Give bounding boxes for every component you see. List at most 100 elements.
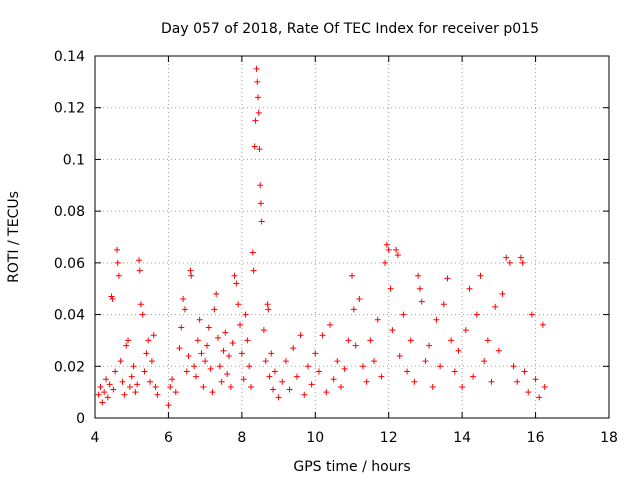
data-point	[462, 327, 469, 334]
data-point	[169, 376, 176, 383]
x-tick-label: 8	[237, 430, 246, 446]
data-point	[382, 259, 389, 266]
data-point	[393, 246, 400, 253]
data-point	[109, 296, 116, 303]
data-point	[315, 368, 322, 375]
data-point	[152, 383, 159, 390]
data-point	[103, 376, 110, 383]
data-point	[148, 358, 155, 365]
chart-title: Day 057 of 2018, Rate Of TEC Index for r…	[161, 21, 539, 37]
data-point	[532, 376, 539, 383]
grid-lines	[95, 56, 609, 418]
data-point	[237, 321, 244, 328]
data-point	[337, 383, 344, 390]
data-point	[297, 332, 304, 339]
data-point	[304, 363, 311, 370]
data-point	[312, 350, 319, 357]
data-point	[154, 391, 161, 398]
x-axis: 4 6 8 10 12 14 16 18	[91, 56, 618, 446]
data-point	[191, 363, 198, 370]
data-point	[416, 285, 423, 292]
data-point	[185, 352, 192, 359]
data-point	[216, 363, 223, 370]
data-point	[209, 389, 216, 396]
data-point	[114, 246, 121, 253]
data-point	[194, 337, 201, 344]
data-point	[290, 345, 297, 352]
y-tick-label: 0.08	[54, 204, 85, 220]
data-point	[188, 272, 195, 279]
data-point	[222, 329, 229, 336]
data-point	[470, 373, 477, 380]
data-point	[378, 373, 385, 380]
data-point	[226, 352, 233, 359]
data-point	[394, 252, 401, 259]
data-point	[115, 272, 122, 279]
plot-frame	[94, 55, 610, 419]
data-point	[387, 285, 394, 292]
data-point	[104, 394, 111, 401]
data-point	[286, 386, 293, 393]
data-point	[492, 303, 499, 310]
data-point	[257, 182, 264, 189]
data-point	[519, 259, 526, 266]
data-point	[415, 272, 422, 279]
x-axis-label: GPS time / hours	[293, 459, 410, 475]
data-point	[132, 389, 139, 396]
data-point	[147, 378, 154, 385]
data-point	[101, 389, 108, 396]
data-point	[251, 143, 258, 150]
data-point	[459, 383, 466, 390]
data-point	[143, 350, 150, 357]
data-point	[334, 358, 341, 365]
x-tick-label: 14	[453, 430, 471, 446]
data-point	[371, 358, 378, 365]
data-point	[385, 246, 392, 253]
data-point	[214, 334, 221, 341]
data-point	[499, 290, 506, 297]
y-tick-label: 0.04	[54, 308, 85, 324]
data-point	[145, 337, 152, 344]
data-point	[418, 298, 425, 305]
data-point	[250, 267, 257, 274]
data-point	[203, 342, 210, 349]
data-point	[137, 301, 144, 308]
data-point	[411, 378, 418, 385]
x-tick-label: 10	[306, 430, 324, 446]
data-point	[246, 363, 253, 370]
data-point	[466, 285, 473, 292]
data-point	[422, 358, 429, 365]
data-point	[117, 358, 124, 365]
y-tick-label: 0	[76, 411, 85, 427]
data-point	[126, 383, 133, 390]
data-point	[220, 347, 227, 354]
data-point	[256, 146, 263, 153]
data-point	[198, 350, 205, 357]
data-point	[227, 383, 234, 390]
data-point	[514, 378, 521, 385]
data-point	[229, 340, 236, 347]
data-point	[112, 368, 119, 375]
data-point	[510, 363, 517, 370]
data-point	[218, 378, 225, 385]
data-point	[265, 306, 272, 313]
data-point	[517, 254, 524, 261]
data-point	[205, 324, 212, 331]
y-tick-label: 0.02	[54, 359, 85, 375]
y-tick-label: 0.1	[63, 152, 85, 168]
data-point	[253, 65, 260, 72]
data-point	[341, 365, 348, 372]
data-point	[473, 311, 480, 318]
data-point	[525, 389, 532, 396]
data-point	[114, 259, 121, 266]
data-point	[437, 363, 444, 370]
data-point	[444, 275, 451, 282]
data-point	[141, 368, 148, 375]
data-point	[258, 218, 265, 225]
data-point	[165, 402, 172, 409]
data-point	[224, 371, 231, 378]
data-point	[448, 337, 455, 344]
data-point	[136, 257, 143, 264]
data-point	[196, 316, 203, 323]
data-point	[268, 350, 275, 357]
